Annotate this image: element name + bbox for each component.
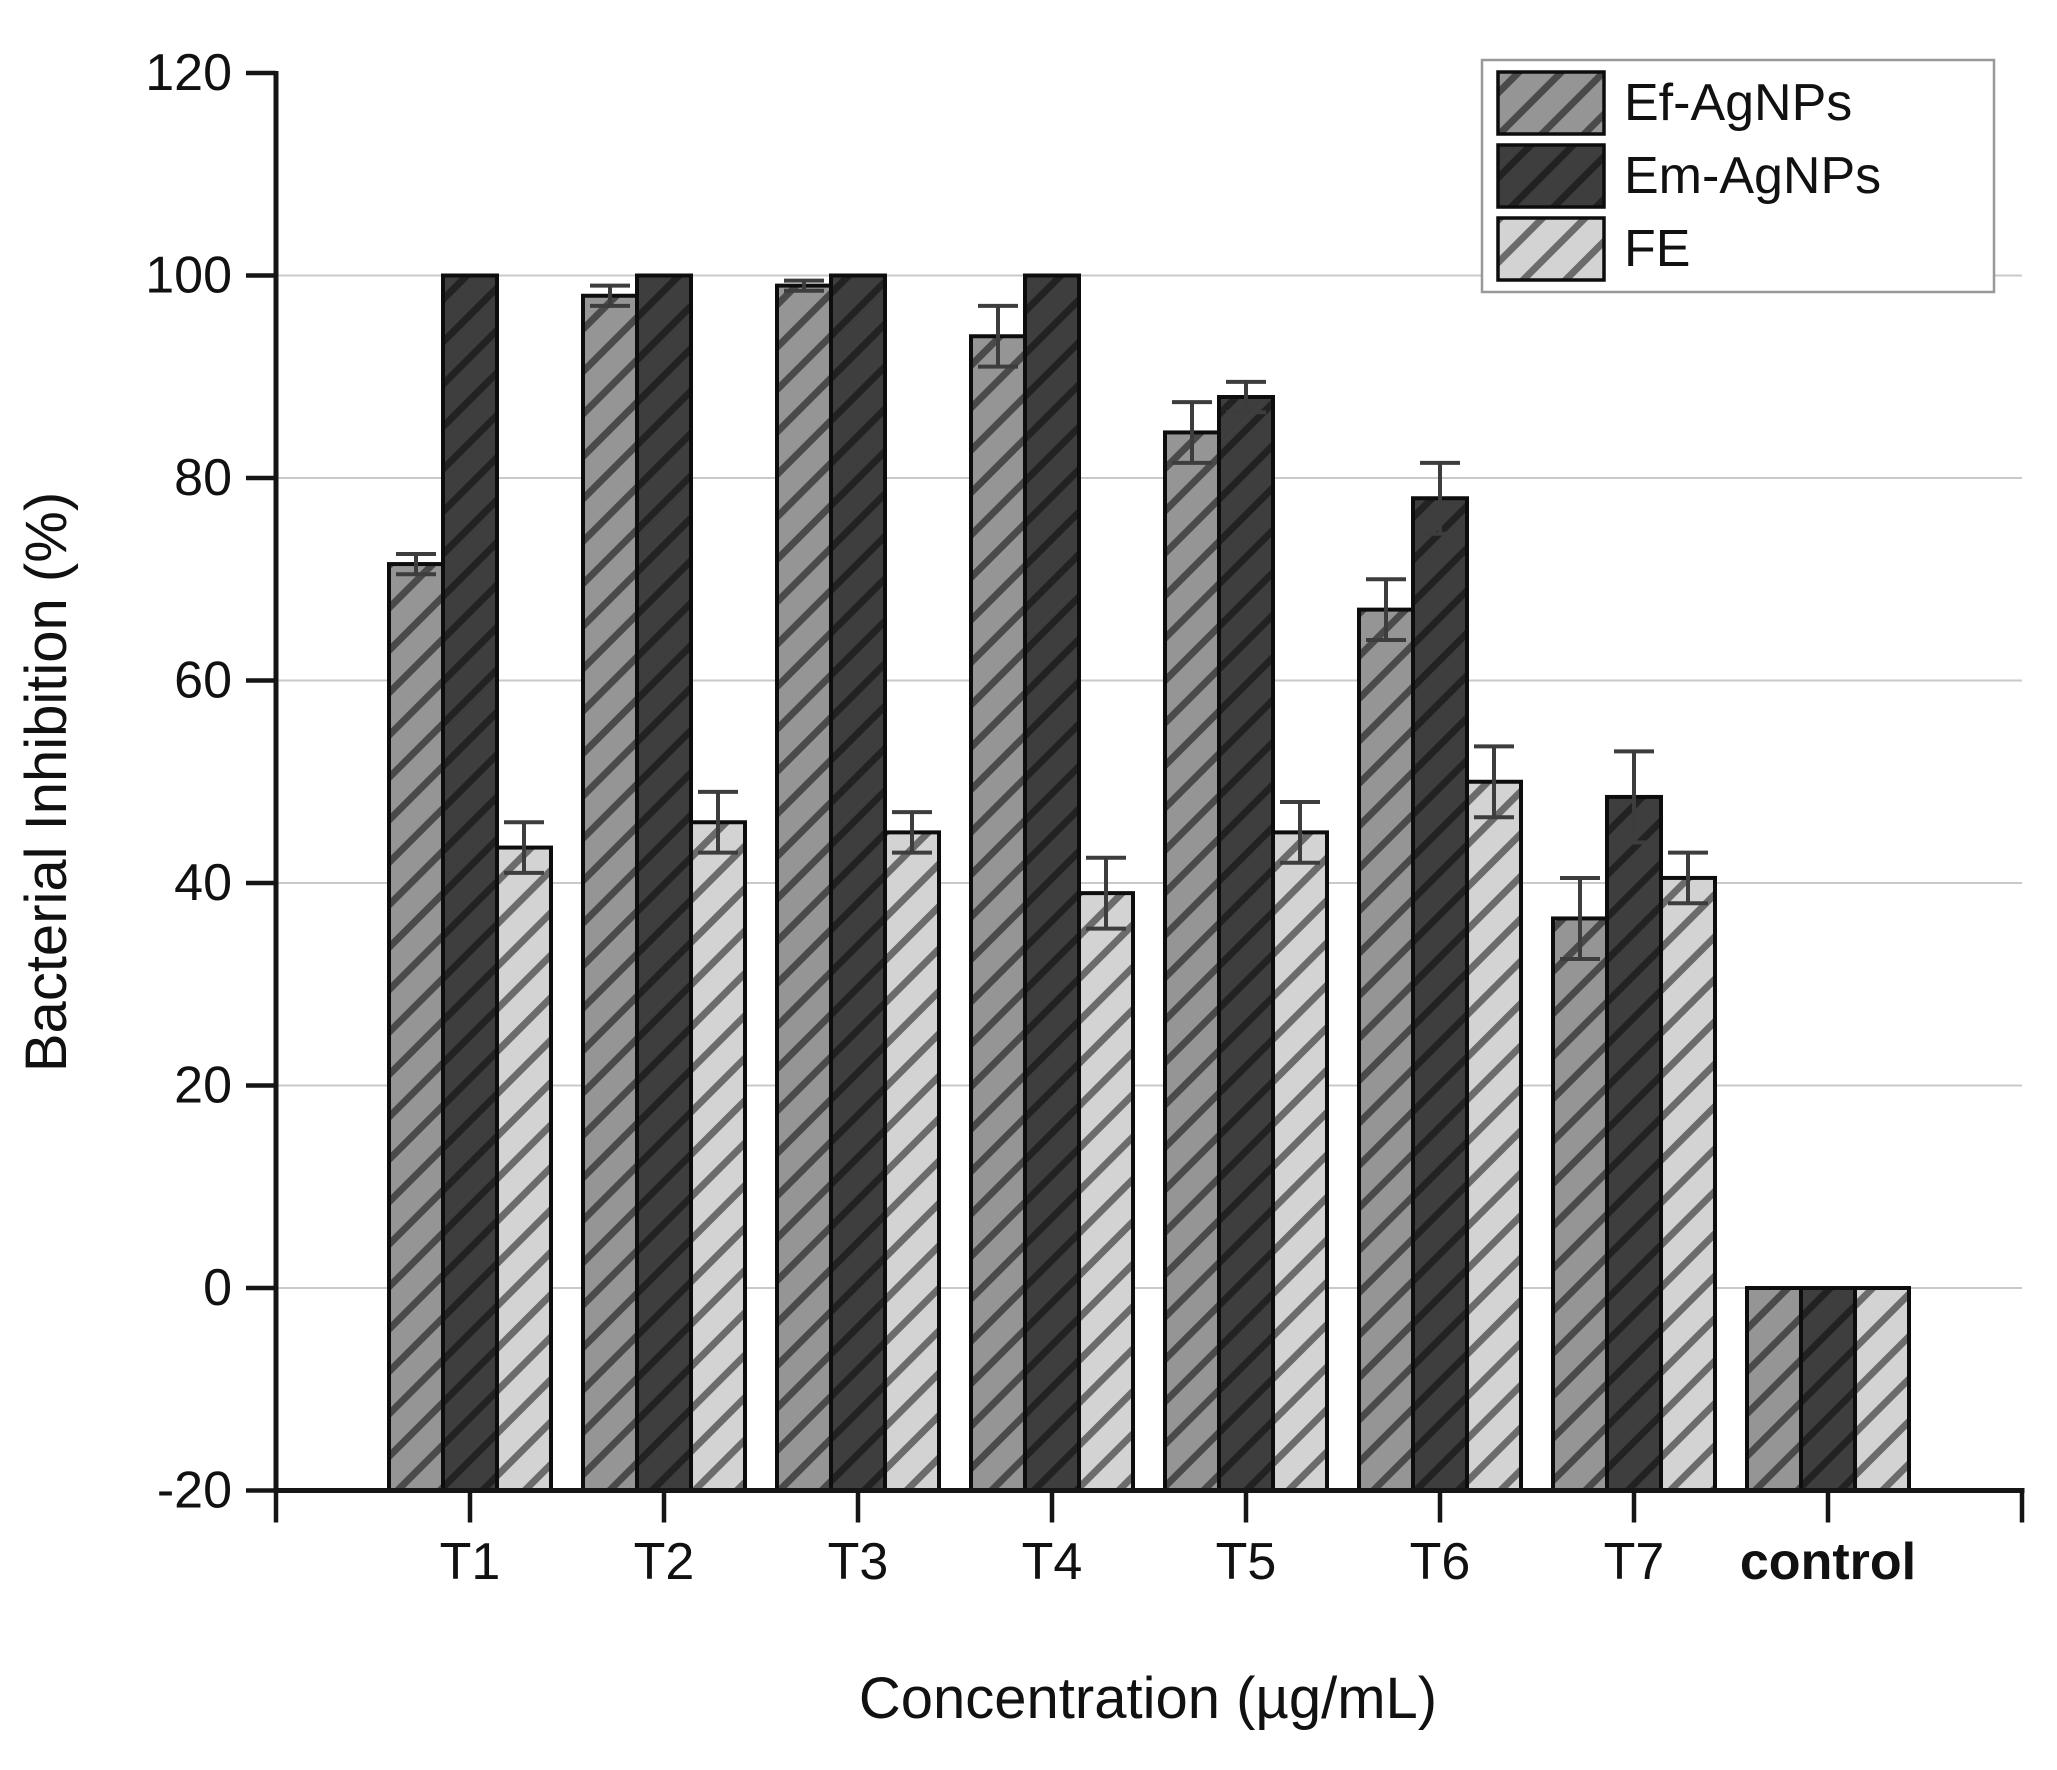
bar-T3-FE — [883, 830, 941, 1493]
bar-T4-FE — [1077, 891, 1135, 1493]
x-axis-title: Concentration (µg/mL) — [859, 1666, 1437, 1731]
legend: Ef-AgNPs Em-AgNPs FE — [1480, 58, 1996, 294]
bar-T7-FE — [1659, 875, 1717, 1493]
x-tick-label-T4: T4 — [1022, 1533, 1083, 1591]
error-bar-T2-FE — [698, 789, 738, 855]
error-bar-T7-FE — [1668, 850, 1708, 906]
y-tick-label-40: 40 — [174, 854, 232, 912]
y-tick-label-0: 0 — [203, 1259, 232, 1317]
x-tick-label-T7: T7 — [1604, 1533, 1665, 1591]
bar-control-Ef-AgNPs — [1745, 1286, 1803, 1493]
error-bar-T3-Ef-AgNPs — [784, 278, 824, 293]
axes — [246, 70, 2025, 1523]
x-tick-label-control: control — [1740, 1533, 1916, 1591]
tick-labels: 120 100 80 60 40 20 0 -20 T1 T2 T3 T4 T5 T6 T7 control — [145, 44, 1916, 1591]
error-bar-T5-FE — [1280, 800, 1320, 865]
x-tick-label-T5: T5 — [1216, 1533, 1277, 1591]
error-bar-T4-FE — [1086, 855, 1126, 931]
bar-T5-Em-AgNPs — [1217, 395, 1275, 1493]
bar-T7-Ef-AgNPs — [1551, 916, 1609, 1493]
y-tick-label-20: 20 — [174, 1057, 232, 1115]
bar-T5-FE — [1271, 830, 1329, 1493]
error-bar-T5-Em-AgNPs — [1226, 379, 1266, 415]
bar-T6-Ef-AgNPs — [1357, 607, 1415, 1493]
x-tick-label-T2: T2 — [634, 1533, 695, 1591]
error-bar-T1-Ef-AgNPs — [396, 551, 436, 577]
bar-T1-FE — [495, 845, 553, 1493]
bar-T4-Em-AgNPs — [1023, 273, 1081, 1493]
error-bar-T4-Ef-AgNPs — [978, 303, 1018, 369]
legend-swatch-ef-agnps — [1496, 70, 1606, 136]
bar-T7-Em-AgNPs — [1605, 794, 1663, 1493]
legend-label-fe: FE — [1624, 220, 1690, 278]
bar-T2-Ef-AgNPs — [581, 293, 639, 1493]
y-tick-label-80: 80 — [174, 449, 232, 507]
error-bar-T6-Ef-AgNPs — [1366, 577, 1406, 642]
bar-control-Em-AgNPs — [1799, 1286, 1857, 1493]
bar-T2-FE — [689, 820, 747, 1493]
x-tick-label-T3: T3 — [828, 1533, 889, 1591]
bar-T6-FE — [1465, 779, 1523, 1493]
bar-T2-Em-AgNPs — [635, 273, 693, 1493]
error-bar-T5-Ef-AgNPs — [1172, 400, 1212, 465]
y-tick-label-60: 60 — [174, 652, 232, 710]
bar-T5-Ef-AgNPs — [1163, 430, 1221, 1493]
bar-T3-Em-AgNPs — [829, 273, 887, 1493]
bar-control-FE — [1853, 1286, 1911, 1493]
error-bar-T3-FE — [892, 810, 932, 855]
error-bar-T7-Ef-AgNPs — [1560, 875, 1600, 961]
x-tick-label-T6: T6 — [1410, 1533, 1471, 1591]
bar-T1-Ef-AgNPs — [387, 562, 445, 1493]
error-bars — [396, 278, 1708, 961]
legend-label-em-agnps: Em-AgNPs — [1624, 147, 1881, 205]
bar-T4-Ef-AgNPs — [969, 334, 1027, 1493]
x-tick-label-T1: T1 — [440, 1533, 501, 1591]
bar-T6-Em-AgNPs — [1411, 496, 1469, 1493]
y-axis-title: Bacterial Inhibition (%) — [14, 492, 79, 1072]
error-bar-T2-Ef-AgNPs — [590, 283, 630, 308]
error-bar-T1-FE — [504, 820, 544, 875]
error-bar-T7-Em-AgNPs — [1614, 749, 1654, 845]
legend-swatch-fe — [1496, 216, 1606, 282]
error-bar-T6-FE — [1474, 744, 1514, 820]
bar-T3-Ef-AgNPs — [775, 283, 833, 1493]
y-tick-label-120: 120 — [145, 44, 232, 102]
legend-label-ef-agnps: Ef-AgNPs — [1624, 74, 1852, 132]
bar-T1-Em-AgNPs — [441, 273, 499, 1493]
error-bar-T6-Em-AgNPs — [1420, 460, 1460, 536]
legend-swatch-em-agnps — [1496, 143, 1606, 209]
y-tick-label-100: 100 — [145, 247, 232, 305]
y-tick-label--20: -20 — [157, 1462, 232, 1520]
